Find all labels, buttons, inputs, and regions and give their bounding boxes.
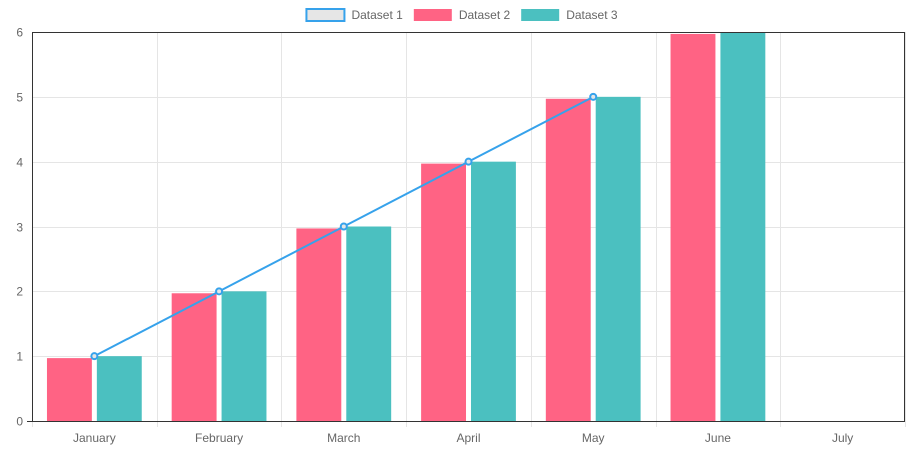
point-dataset-1	[339, 222, 348, 231]
bar-dataset-2	[545, 98, 591, 422]
y-tick-label: 1	[16, 350, 23, 364]
line-series	[90, 92, 598, 361]
bar-dataset-2	[171, 293, 217, 421]
bar-series	[46, 32, 766, 422]
bar-dataset-3	[595, 96, 641, 421]
y-tick-label: 4	[16, 156, 23, 170]
x-tick-label: February	[195, 431, 243, 445]
legend-swatch-dataset-2	[413, 9, 452, 21]
bar-dataset-3	[96, 356, 142, 421]
bar-dataset-2	[46, 358, 92, 421]
bar-dataset-3	[221, 291, 267, 421]
x-tick-label: January	[73, 431, 116, 445]
bar-dataset-3	[346, 226, 392, 421]
y-tick-label: 3	[16, 221, 23, 235]
x-tick-label: May	[582, 431, 605, 445]
grid-lines	[32, 32, 906, 427]
legend-swatch-dataset-1	[305, 8, 346, 22]
legend-label-dataset-2: Dataset 2	[459, 8, 511, 22]
y-tick-label: 5	[16, 91, 23, 105]
bar-dataset-3	[470, 161, 516, 421]
bar-dataset-2	[670, 33, 716, 421]
bar-dataset-2	[421, 163, 467, 421]
x-tick-label: March	[327, 431, 360, 445]
point-dataset-1	[589, 92, 598, 101]
y-tick-label: 2	[16, 285, 23, 299]
point-dataset-1	[90, 352, 99, 361]
legend: Dataset 1 Dataset 2 Dataset 3	[305, 8, 618, 22]
point-dataset-1	[464, 157, 473, 166]
legend-label-dataset-1: Dataset 1	[351, 8, 403, 22]
bar-dataset-2	[296, 228, 342, 421]
legend-label-dataset-3: Dataset 3	[566, 8, 618, 22]
tick-labels: 0 1 2 3 4 5 6 January February March April May June J…	[16, 26, 853, 446]
x-tick-label: April	[456, 431, 480, 445]
x-tick-label: June	[705, 431, 731, 445]
y-tick-label: 6	[16, 26, 23, 40]
y-tick-label: 0	[16, 415, 23, 429]
point-dataset-1	[215, 287, 224, 296]
bar-dataset-3	[720, 32, 766, 421]
legend-swatch-dataset-3	[521, 9, 560, 21]
x-tick-label: July	[832, 431, 853, 445]
axes	[27, 32, 905, 422]
